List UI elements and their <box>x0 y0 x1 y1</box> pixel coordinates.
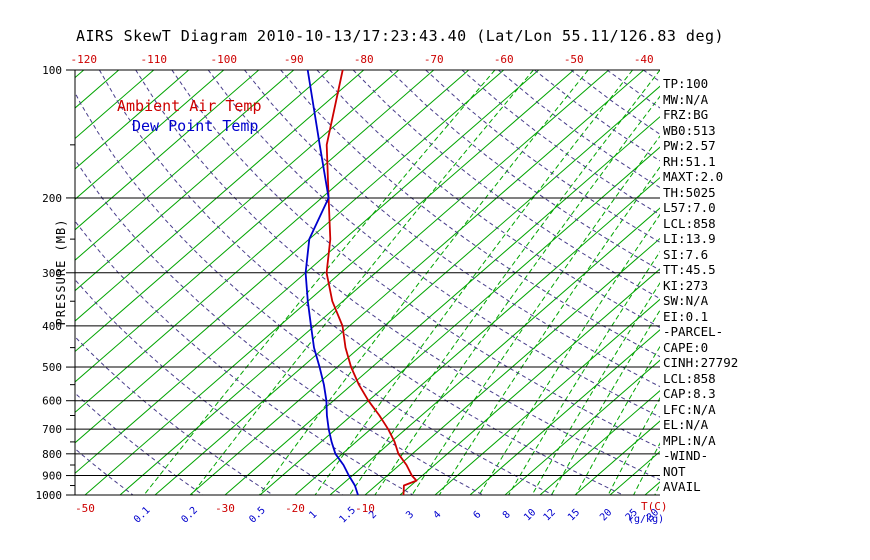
svg-text:-90: -90 <box>284 53 304 66</box>
stat-line: LCL:858 <box>663 370 716 386</box>
stat-line: WB0:513 <box>663 122 716 138</box>
svg-text:200: 200 <box>42 192 62 205</box>
stat-line: FRZ:BG <box>663 107 709 122</box>
svg-text:600: 600 <box>42 395 62 408</box>
stat-line: L57:7.0 <box>663 200 716 215</box>
svg-text:-20: -20 <box>285 502 305 515</box>
stat-line: EI:0.1 <box>663 308 709 324</box>
dew-point-line <box>304 69 359 496</box>
sounding-profiles <box>304 69 418 496</box>
svg-text:-10: -10 <box>355 502 375 515</box>
stat-line: CAPE:0 <box>663 339 709 355</box>
stat-line: MPL:N/A <box>663 432 716 448</box>
svg-text:100: 100 <box>42 64 62 77</box>
svg-text:4: 4 <box>432 509 444 521</box>
stat-line: CINH:27792 <box>663 355 739 370</box>
svg-text:15: 15 <box>566 507 582 523</box>
stat-line: KI:273 <box>663 277 709 293</box>
svg-text:900: 900 <box>42 470 62 483</box>
svg-text:-60: -60 <box>494 53 514 66</box>
pressure-axis-label: PRESSURE (MB) <box>54 218 68 326</box>
svg-text:800: 800 <box>42 448 62 461</box>
stat-line: CAP:8.3 <box>663 386 716 401</box>
pressure-axis: 100 200 300 400 500 600 700 800 900 1000 <box>36 64 660 502</box>
svg-text:400: 400 <box>42 320 62 333</box>
stat-line: -PARCEL- <box>663 324 724 339</box>
svg-text:1000: 1000 <box>36 489 63 502</box>
svg-text:0.2: 0.2 <box>179 505 200 526</box>
svg-text:0.5: 0.5 <box>247 505 268 526</box>
stat-line: PW:2.57 <box>663 138 716 153</box>
background-grid <box>75 70 660 495</box>
svg-text:20: 20 <box>598 507 614 523</box>
stat-line: LI:13.9 <box>663 231 716 246</box>
svg-text:1: 1 <box>307 509 319 521</box>
svg-text:-30: -30 <box>215 502 235 515</box>
stats-panel: TP:100 MW:N/A FRZ:BG WB0:513 PW:2.57 RH:51.1 M… <box>663 76 738 495</box>
svg-text:-120: -120 <box>71 53 98 66</box>
svg-text:8: 8 <box>501 509 513 521</box>
svg-text:300: 300 <box>42 267 62 280</box>
svg-text:6: 6 <box>471 509 483 521</box>
chart-title: AIRS SkewT Diagram 2010-10-13/17:23:43.4… <box>75 27 725 45</box>
stat-line: SI:7.6 <box>663 246 709 262</box>
svg-text:-50: -50 <box>564 53 584 66</box>
mixing-unit-label: (g/kg) <box>628 514 665 525</box>
svg-text:-110: -110 <box>141 53 168 66</box>
svg-text:-50: -50 <box>75 502 95 515</box>
svg-text:12: 12 <box>542 507 558 523</box>
svg-text:10: 10 <box>522 507 538 523</box>
svg-text:2: 2 <box>367 509 379 521</box>
stat-line: NOT <box>663 463 686 479</box>
ambient-temp-line <box>325 69 418 496</box>
stat-line: MAXT:2.0 <box>663 169 724 184</box>
stat-line: AVAIL <box>663 479 701 494</box>
svg-text:-80: -80 <box>354 53 374 66</box>
svg-text:-100: -100 <box>211 53 238 66</box>
stat-line: LFC:N/A <box>663 401 716 417</box>
stat-line: TH:5025 <box>663 184 716 200</box>
stat-line: TP:100 <box>663 76 709 91</box>
svg-text:3: 3 <box>404 509 416 521</box>
stat-line: TT:45.5 <box>663 262 716 277</box>
svg-text:0.1: 0.1 <box>132 505 153 526</box>
stat-line: MW:N/A <box>663 91 709 107</box>
legend-dew-point-temp: Dew Point Temp <box>132 117 259 135</box>
stat-line: -WIND- <box>663 448 709 463</box>
svg-text:-70: -70 <box>424 53 444 66</box>
stat-line: SW:N/A <box>663 293 709 308</box>
stat-line: LCL:858 <box>663 215 716 231</box>
stat-line: RH:51.1 <box>663 153 716 169</box>
legend-ambient-air-temp: Ambient Air Temp <box>117 97 262 115</box>
stat-line: EL:N/A <box>663 417 709 432</box>
temp-unit-label: T(C) <box>641 500 668 513</box>
svg-text:-40: -40 <box>634 53 654 66</box>
svg-text:500: 500 <box>42 361 62 374</box>
svg-text:700: 700 <box>42 423 62 436</box>
